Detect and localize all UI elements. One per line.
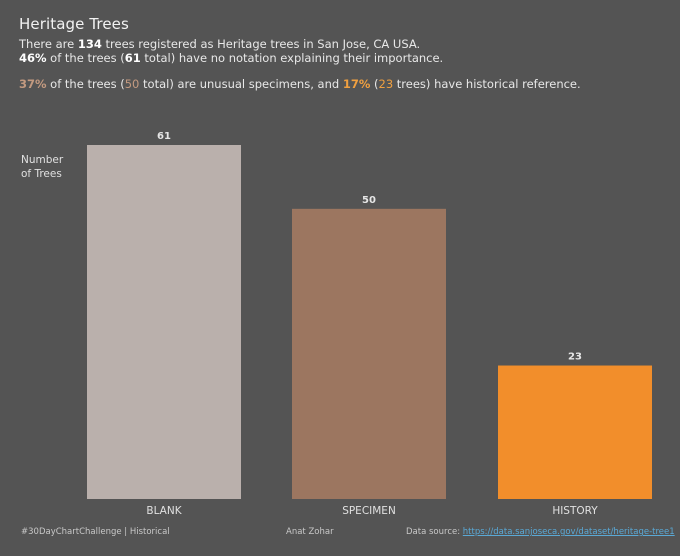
history-count: 23 xyxy=(378,77,394,91)
data-label-specimen: 50 xyxy=(362,195,376,206)
data-label-history: 23 xyxy=(568,352,582,363)
subtitle-line-2: 46% of the trees (61 total) have no nota… xyxy=(19,51,443,65)
bar-history xyxy=(498,365,652,499)
total-count: 134 xyxy=(77,37,102,51)
data-source-link[interactable]: https://data.sanjoseca.gov/dataset/herit… xyxy=(462,527,675,537)
subtitle-line-3-mid2: total) are unusual specimens, and xyxy=(139,77,343,91)
subtitle-line-3: 37% of the trees (50 total) are unusual … xyxy=(19,77,581,91)
data-label-blank: 61 xyxy=(157,131,171,142)
y-axis-label-line: of Trees xyxy=(21,168,62,180)
subtitle-line-3-mid1: of the trees ( xyxy=(46,77,125,91)
footer-source: Data source: https://data.sanjoseca.gov/… xyxy=(406,527,675,537)
blank-count: 61 xyxy=(124,51,141,65)
subtitle-line-2-mid: of the trees ( xyxy=(46,51,125,65)
category-label-specimen: SPECIMEN xyxy=(342,505,396,517)
blank-percent: 46% xyxy=(19,51,47,65)
chart-title: Heritage Trees xyxy=(19,15,129,33)
footer-hashtag: #30DayChartChallenge | Historical xyxy=(21,527,170,537)
y-axis-label-line: Number xyxy=(21,154,64,166)
subtitle-line-1-post: trees registered as Heritage trees in Sa… xyxy=(101,37,421,51)
subtitle-line-3-mid3: ( xyxy=(370,77,379,91)
category-label-history: HISTORY xyxy=(552,505,598,517)
specimen-count: 50 xyxy=(124,77,140,91)
y-axis-label: Number of Trees xyxy=(21,153,63,181)
subtitle-line-1-pre: There are xyxy=(19,37,78,51)
category-label-blank: BLANK xyxy=(146,505,182,517)
footer-source-label: Data source: xyxy=(406,527,463,537)
footer-author: Anat Zohar xyxy=(286,527,334,537)
subtitle-line-1: There are 134 trees registered as Herita… xyxy=(19,37,420,51)
subtitle-line-2-post: total) have no notation explaining their… xyxy=(140,51,444,65)
subtitle-line-3-post: trees) have historical reference. xyxy=(393,77,581,91)
specimen-percent: 37% xyxy=(19,77,47,91)
bar-blank xyxy=(87,145,241,499)
bar-specimen xyxy=(292,208,446,499)
history-percent: 17% xyxy=(342,77,371,91)
